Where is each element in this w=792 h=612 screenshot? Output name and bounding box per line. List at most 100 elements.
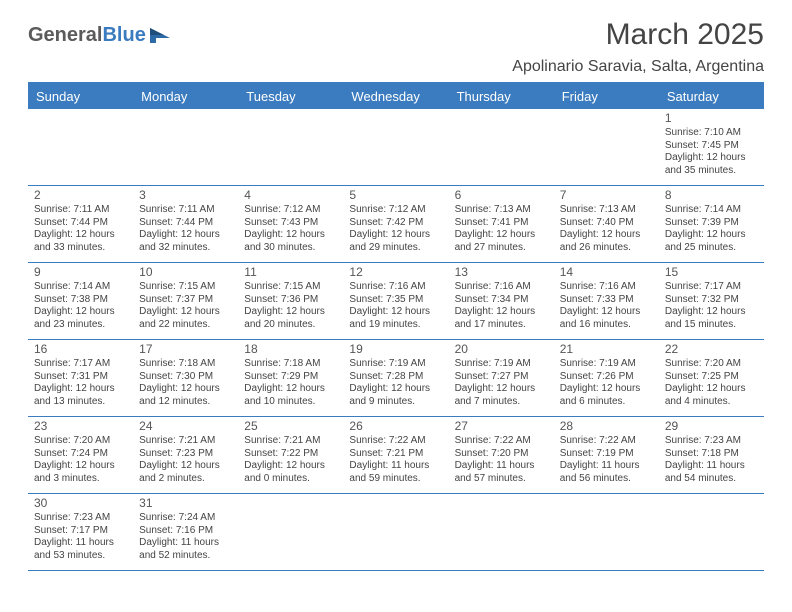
daylight-line-2: and 16 minutes. [560,319,653,332]
sunrise-line: Sunrise: 7:21 AM [139,435,232,448]
daylight-line-1: Daylight: 12 hours [349,383,442,396]
sunset-line: Sunset: 7:16 PM [139,525,232,538]
daylight-line-2: and 17 minutes. [455,319,548,332]
calendar-empty-cell [449,494,554,571]
calendar-day-cell: 23Sunrise: 7:20 AMSunset: 7:24 PMDayligh… [28,417,133,494]
sunset-line: Sunset: 7:37 PM [139,294,232,307]
calendar-empty-cell [554,494,659,571]
daylight-line-1: Daylight: 11 hours [34,537,127,550]
calendar-week-row: 1Sunrise: 7:10 AMSunset: 7:45 PMDaylight… [28,109,764,186]
calendar-day-cell: 12Sunrise: 7:16 AMSunset: 7:35 PMDayligh… [343,263,448,340]
calendar-day-cell: 21Sunrise: 7:19 AMSunset: 7:26 PMDayligh… [554,340,659,417]
calendar-table: SundayMondayTuesdayWednesdayThursdayFrid… [28,84,764,571]
sunrise-line: Sunrise: 7:19 AM [349,358,442,371]
calendar-day-cell: 18Sunrise: 7:18 AMSunset: 7:29 PMDayligh… [238,340,343,417]
daylight-line-2: and 56 minutes. [560,473,653,486]
sunrise-line: Sunrise: 7:12 AM [244,204,337,217]
daylight-line-1: Daylight: 11 hours [665,460,758,473]
sunrise-line: Sunrise: 7:13 AM [560,204,653,217]
calendar-empty-cell [343,109,448,186]
calendar-day-cell: 13Sunrise: 7:16 AMSunset: 7:34 PMDayligh… [449,263,554,340]
daylight-line-1: Daylight: 12 hours [455,383,548,396]
daylight-line-2: and 10 minutes. [244,396,337,409]
day-number: 30 [34,496,127,511]
daylight-line-1: Daylight: 12 hours [349,229,442,242]
day-number: 8 [665,188,758,203]
day-number: 4 [244,188,337,203]
calendar-day-cell: 27Sunrise: 7:22 AMSunset: 7:20 PMDayligh… [449,417,554,494]
sunset-line: Sunset: 7:23 PM [139,448,232,461]
sunrise-line: Sunrise: 7:11 AM [34,204,127,217]
calendar-empty-cell [343,494,448,571]
daylight-line-1: Daylight: 12 hours [139,229,232,242]
sunrise-line: Sunrise: 7:19 AM [455,358,548,371]
calendar-day-cell: 14Sunrise: 7:16 AMSunset: 7:33 PMDayligh… [554,263,659,340]
daylight-line-1: Daylight: 12 hours [34,383,127,396]
daylight-line-1: Daylight: 12 hours [34,229,127,242]
daylight-line-2: and 26 minutes. [560,242,653,255]
daylight-line-1: Daylight: 12 hours [665,306,758,319]
day-number: 27 [455,419,548,434]
calendar-day-cell: 26Sunrise: 7:22 AMSunset: 7:21 PMDayligh… [343,417,448,494]
title-block: March 2025 Apolinario Saravia, Salta, Ar… [512,18,764,76]
daylight-line-1: Daylight: 11 hours [455,460,548,473]
daylight-line-2: and 15 minutes. [665,319,758,332]
daylight-line-1: Daylight: 12 hours [665,383,758,396]
daylight-line-2: and 27 minutes. [455,242,548,255]
daylight-line-1: Daylight: 12 hours [139,460,232,473]
calendar-empty-cell [238,109,343,186]
calendar-day-cell: 22Sunrise: 7:20 AMSunset: 7:25 PMDayligh… [659,340,764,417]
daylight-line-1: Daylight: 12 hours [244,306,337,319]
calendar-day-cell: 9Sunrise: 7:14 AMSunset: 7:38 PMDaylight… [28,263,133,340]
calendar-day-cell: 20Sunrise: 7:19 AMSunset: 7:27 PMDayligh… [449,340,554,417]
day-number: 16 [34,342,127,357]
sunrise-line: Sunrise: 7:24 AM [139,512,232,525]
sunrise-line: Sunrise: 7:11 AM [139,204,232,217]
calendar-day-cell: 3Sunrise: 7:11 AMSunset: 7:44 PMDaylight… [133,186,238,263]
calendar-week-row: 16Sunrise: 7:17 AMSunset: 7:31 PMDayligh… [28,340,764,417]
daylight-line-1: Daylight: 12 hours [560,306,653,319]
calendar-head: SundayMondayTuesdayWednesdayThursdayFrid… [28,84,764,109]
sunrise-line: Sunrise: 7:20 AM [665,358,758,371]
calendar-empty-cell [238,494,343,571]
calendar-week-row: 30Sunrise: 7:23 AMSunset: 7:17 PMDayligh… [28,494,764,571]
daylight-line-1: Daylight: 12 hours [139,383,232,396]
calendar-page: GeneralBlue March 2025 Apolinario Saravi… [0,0,792,612]
sunrise-line: Sunrise: 7:13 AM [455,204,548,217]
sunrise-line: Sunrise: 7:21 AM [244,435,337,448]
calendar-day-cell: 29Sunrise: 7:23 AMSunset: 7:18 PMDayligh… [659,417,764,494]
day-header-sunday: Sunday [28,84,133,109]
daylight-line-1: Daylight: 11 hours [349,460,442,473]
sunset-line: Sunset: 7:45 PM [665,140,758,153]
daylight-line-2: and 19 minutes. [349,319,442,332]
sunset-line: Sunset: 7:38 PM [34,294,127,307]
daylight-line-1: Daylight: 12 hours [244,460,337,473]
day-header-saturday: Saturday [659,84,764,109]
brand-word-2: Blue [102,24,145,47]
sunset-line: Sunset: 7:18 PM [665,448,758,461]
sunrise-line: Sunrise: 7:20 AM [34,435,127,448]
calendar-week-row: 9Sunrise: 7:14 AMSunset: 7:38 PMDaylight… [28,263,764,340]
calendar-day-cell: 8Sunrise: 7:14 AMSunset: 7:39 PMDaylight… [659,186,764,263]
daylight-line-1: Daylight: 12 hours [560,383,653,396]
daylight-line-2: and 30 minutes. [244,242,337,255]
daylight-line-2: and 53 minutes. [34,550,127,563]
sunset-line: Sunset: 7:42 PM [349,217,442,230]
sunset-line: Sunset: 7:35 PM [349,294,442,307]
sunset-line: Sunset: 7:29 PM [244,371,337,384]
calendar-day-cell: 6Sunrise: 7:13 AMSunset: 7:41 PMDaylight… [449,186,554,263]
day-number: 21 [560,342,653,357]
day-header-wednesday: Wednesday [343,84,448,109]
sunrise-line: Sunrise: 7:16 AM [455,281,548,294]
daylight-line-2: and 2 minutes. [139,473,232,486]
sunset-line: Sunset: 7:41 PM [455,217,548,230]
month-title: March 2025 [512,18,764,52]
calendar-empty-cell [449,109,554,186]
daylight-line-1: Daylight: 12 hours [665,229,758,242]
daylight-line-2: and 52 minutes. [139,550,232,563]
calendar-empty-cell [554,109,659,186]
day-number: 22 [665,342,758,357]
sunset-line: Sunset: 7:36 PM [244,294,337,307]
calendar-day-cell: 30Sunrise: 7:23 AMSunset: 7:17 PMDayligh… [28,494,133,571]
sunset-line: Sunset: 7:26 PM [560,371,653,384]
